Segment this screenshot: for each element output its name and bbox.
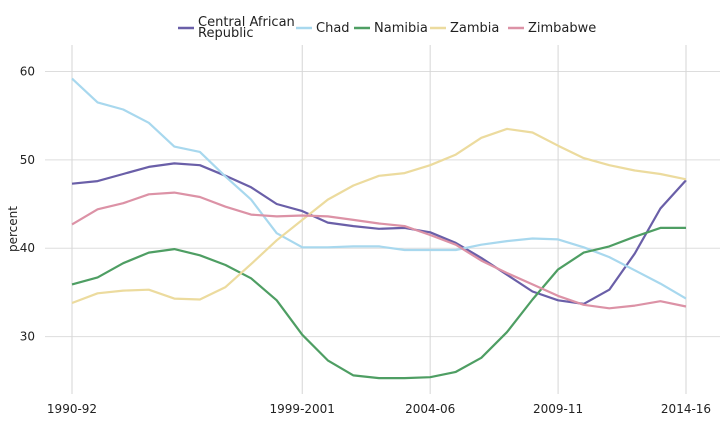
y-tick-label: 60 — [20, 65, 35, 79]
legend-item-zimbabwe[interactable]: Zimbabwe — [508, 21, 596, 36]
series-line-namibia — [71, 226, 686, 380]
legend-label: Zimbabwe — [528, 21, 596, 36]
legend-item-namibia[interactable]: Namibia — [354, 21, 428, 36]
x-tick-label: 2004-06 — [405, 402, 455, 416]
series-line-zambia — [71, 127, 687, 305]
tick-labels: 30 40 50 60 1990-92 1999-2001 2004-06 2009-11 20… — [20, 65, 711, 416]
x-tick-label: 1990-92 — [47, 402, 97, 416]
legend-label: Chad — [316, 21, 350, 36]
y-tick-label: 40 — [20, 241, 35, 255]
legend-label: Central African Republic — [198, 15, 295, 41]
series-line-zimbabwe — [71, 191, 687, 310]
legend-item-central-african-republic[interactable]: Central African Republic — [178, 15, 295, 41]
series-layer — [71, 77, 687, 380]
y-tick-label: 30 — [20, 330, 35, 344]
legend-item-zambia[interactable]: Zambia — [430, 21, 499, 36]
gridlines — [45, 45, 720, 394]
x-tick-label: 2014-16 — [661, 402, 711, 416]
y-tick-label: 50 — [20, 153, 35, 167]
legend[interactable]: Central African Republic Chad Namibia Zambia… — [178, 15, 596, 41]
legend-label: Namibia — [374, 21, 428, 36]
x-tick-label: 1999-2001 — [270, 402, 335, 416]
series-line-central-african-republic — [71, 162, 687, 305]
x-tick-label: 2009-11 — [533, 402, 583, 416]
series-line-chad — [71, 77, 687, 300]
legend-item-chad[interactable]: Chad — [296, 21, 350, 36]
legend-label: Zambia — [450, 21, 499, 36]
y-axis-title: percent — [6, 206, 20, 252]
